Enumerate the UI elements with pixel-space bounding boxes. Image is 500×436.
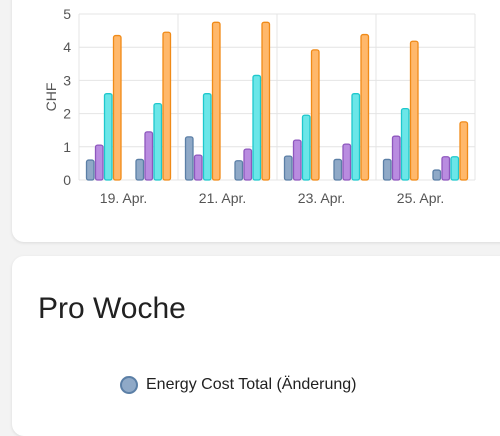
bar <box>85 159 95 181</box>
daily-cost-card: 0 1 2 3 4 5 CHF 19. Apr. 21. Apr. 23. Apr. 25. Apr… <box>12 0 500 242</box>
bar <box>144 131 154 181</box>
bar <box>301 114 311 181</box>
bar <box>153 102 163 181</box>
bar <box>193 154 203 181</box>
bar <box>202 93 212 181</box>
y-tick-label: 3 <box>63 72 71 88</box>
bar <box>135 158 145 181</box>
x-tick-label: 19. Apr. <box>100 190 147 206</box>
bar <box>252 74 262 181</box>
legend-swatch-icon <box>120 376 138 394</box>
y-tick-label: 2 <box>63 106 71 122</box>
bar <box>342 143 352 181</box>
bar <box>211 21 221 181</box>
y-tick-label: 4 <box>63 39 71 55</box>
bar <box>400 107 410 181</box>
legend-item[interactable]: Energy Cost Total (Änderung) <box>120 376 356 394</box>
bar <box>112 34 122 181</box>
y-axis-label: CHF <box>43 83 59 112</box>
y-tick-label: 5 <box>63 6 71 22</box>
bar <box>450 156 460 181</box>
bar <box>459 121 469 181</box>
bar <box>234 160 244 181</box>
bar <box>292 139 302 181</box>
bar <box>103 93 113 181</box>
bar <box>162 31 172 181</box>
x-tick-label: 23. Apr. <box>298 190 345 206</box>
bar <box>432 169 442 181</box>
bar <box>360 33 370 181</box>
y-tick-label: 1 <box>63 139 71 155</box>
bar <box>184 136 194 181</box>
card-title-pro-woche: Pro Woche <box>38 292 186 325</box>
weekly-cost-card: Pro Woche Energy Cost Total (Änderung) <box>12 256 500 436</box>
y-tick-label: 0 <box>63 172 71 188</box>
bar <box>409 40 419 181</box>
bar <box>382 158 392 181</box>
x-tick-label: 21. Apr. <box>199 190 246 206</box>
bar <box>310 49 320 181</box>
bar <box>283 155 293 181</box>
legend-label: Energy Cost Total (Änderung) <box>146 376 357 393</box>
bar <box>441 156 451 181</box>
bar <box>391 135 401 181</box>
x-tick-label: 25. Apr. <box>397 190 444 206</box>
bar <box>351 93 361 181</box>
bar <box>261 21 271 181</box>
cost-bar-chart: 0 1 2 3 4 5 CHF 19. Apr. 21. Apr. 23. Apr. 25. Apr… <box>43 6 476 206</box>
bar <box>333 158 343 181</box>
bar <box>243 148 253 181</box>
bar <box>94 144 104 181</box>
